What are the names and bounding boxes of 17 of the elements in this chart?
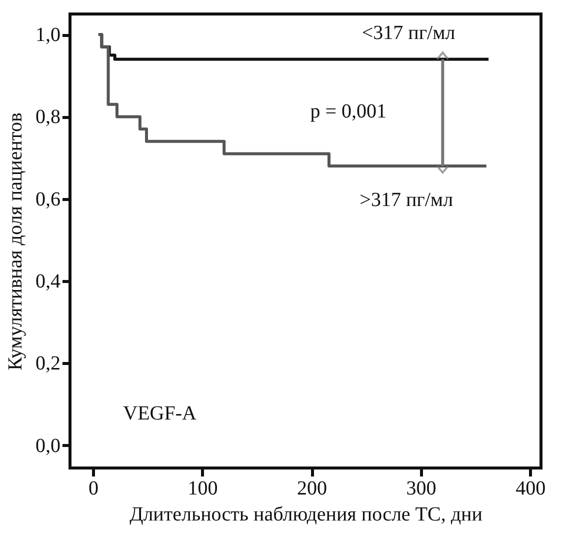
y-tick-label: 1,0	[36, 24, 60, 46]
y-tick-label: 0,2	[36, 352, 60, 375]
x-tick-label: 0	[88, 478, 98, 500]
y-tick-label: 0,8	[36, 106, 60, 128]
y-tick-label: 0,0	[36, 434, 60, 457]
x-tick-label: 200	[297, 478, 328, 500]
x-tick-label: 400	[516, 478, 546, 500]
x-tick-label: 100	[188, 478, 218, 500]
series-label: <317 пг/мл	[362, 22, 456, 44]
x-tick-label: 300	[406, 478, 436, 500]
annotation: VEGF-A	[123, 402, 198, 425]
series-label: >317 пг/мл	[360, 189, 454, 212]
y-tick-label: 0,6	[36, 188, 60, 210]
y-axis-title: Кумулятивная доля пациентов	[4, 112, 26, 370]
annotation: p = 0,001	[310, 100, 387, 123]
x-axis-title: Длительность наблюдения после ТС, дни	[130, 504, 483, 526]
y-tick-label: 0,4	[36, 270, 60, 293]
